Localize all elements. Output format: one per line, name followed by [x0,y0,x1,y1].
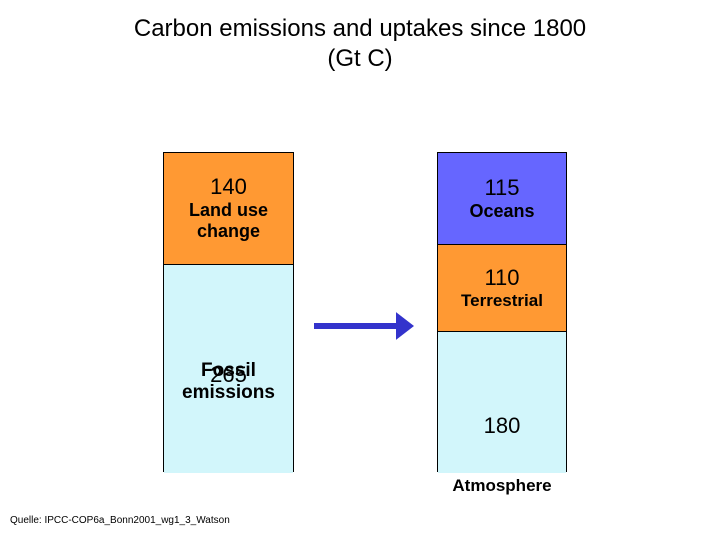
uptakes-column: 115Oceans110Terrestrial180 [437,152,567,472]
segment-fossil-emissions: 265Fossil emissions [164,264,293,473]
segment-atmosphere-value: 180 [484,413,521,439]
chart-title-line1: Carbon emissions and uptakes since 1800 [0,14,720,44]
source-citation: Quelle: IPCC-COP6a_Bonn2001_wg1_3_Watson [10,515,230,526]
chart-title-line2: (Gt C) [0,44,720,74]
segment-terrestrial-label: Terrestrial [461,291,543,311]
segment-terrestrial: 110Terrestrial [438,244,566,331]
segment-oceans: 115Oceans [438,153,566,244]
segment-terrestrial-value: 110 [484,265,519,291]
segment-atmosphere: 180 [438,331,566,473]
segment-oceans-value: 115 [484,175,519,201]
segment-land-use-change-value: 140 [210,174,247,200]
segment-oceans-label: Oceans [469,201,534,222]
flow-arrow-icon [314,308,416,344]
segment-land-use-change-label: Land use change [189,200,268,242]
segment-land-use-change: 140Land use change [164,153,293,264]
segment-fossil-emissions-value: 265 [210,362,247,388]
segment-atmosphere-label: Atmosphere [437,476,567,496]
emissions-column: 140Land use change265Fossil emissions [163,152,294,472]
chart-title: Carbon emissions and uptakes since 1800 … [0,14,720,74]
